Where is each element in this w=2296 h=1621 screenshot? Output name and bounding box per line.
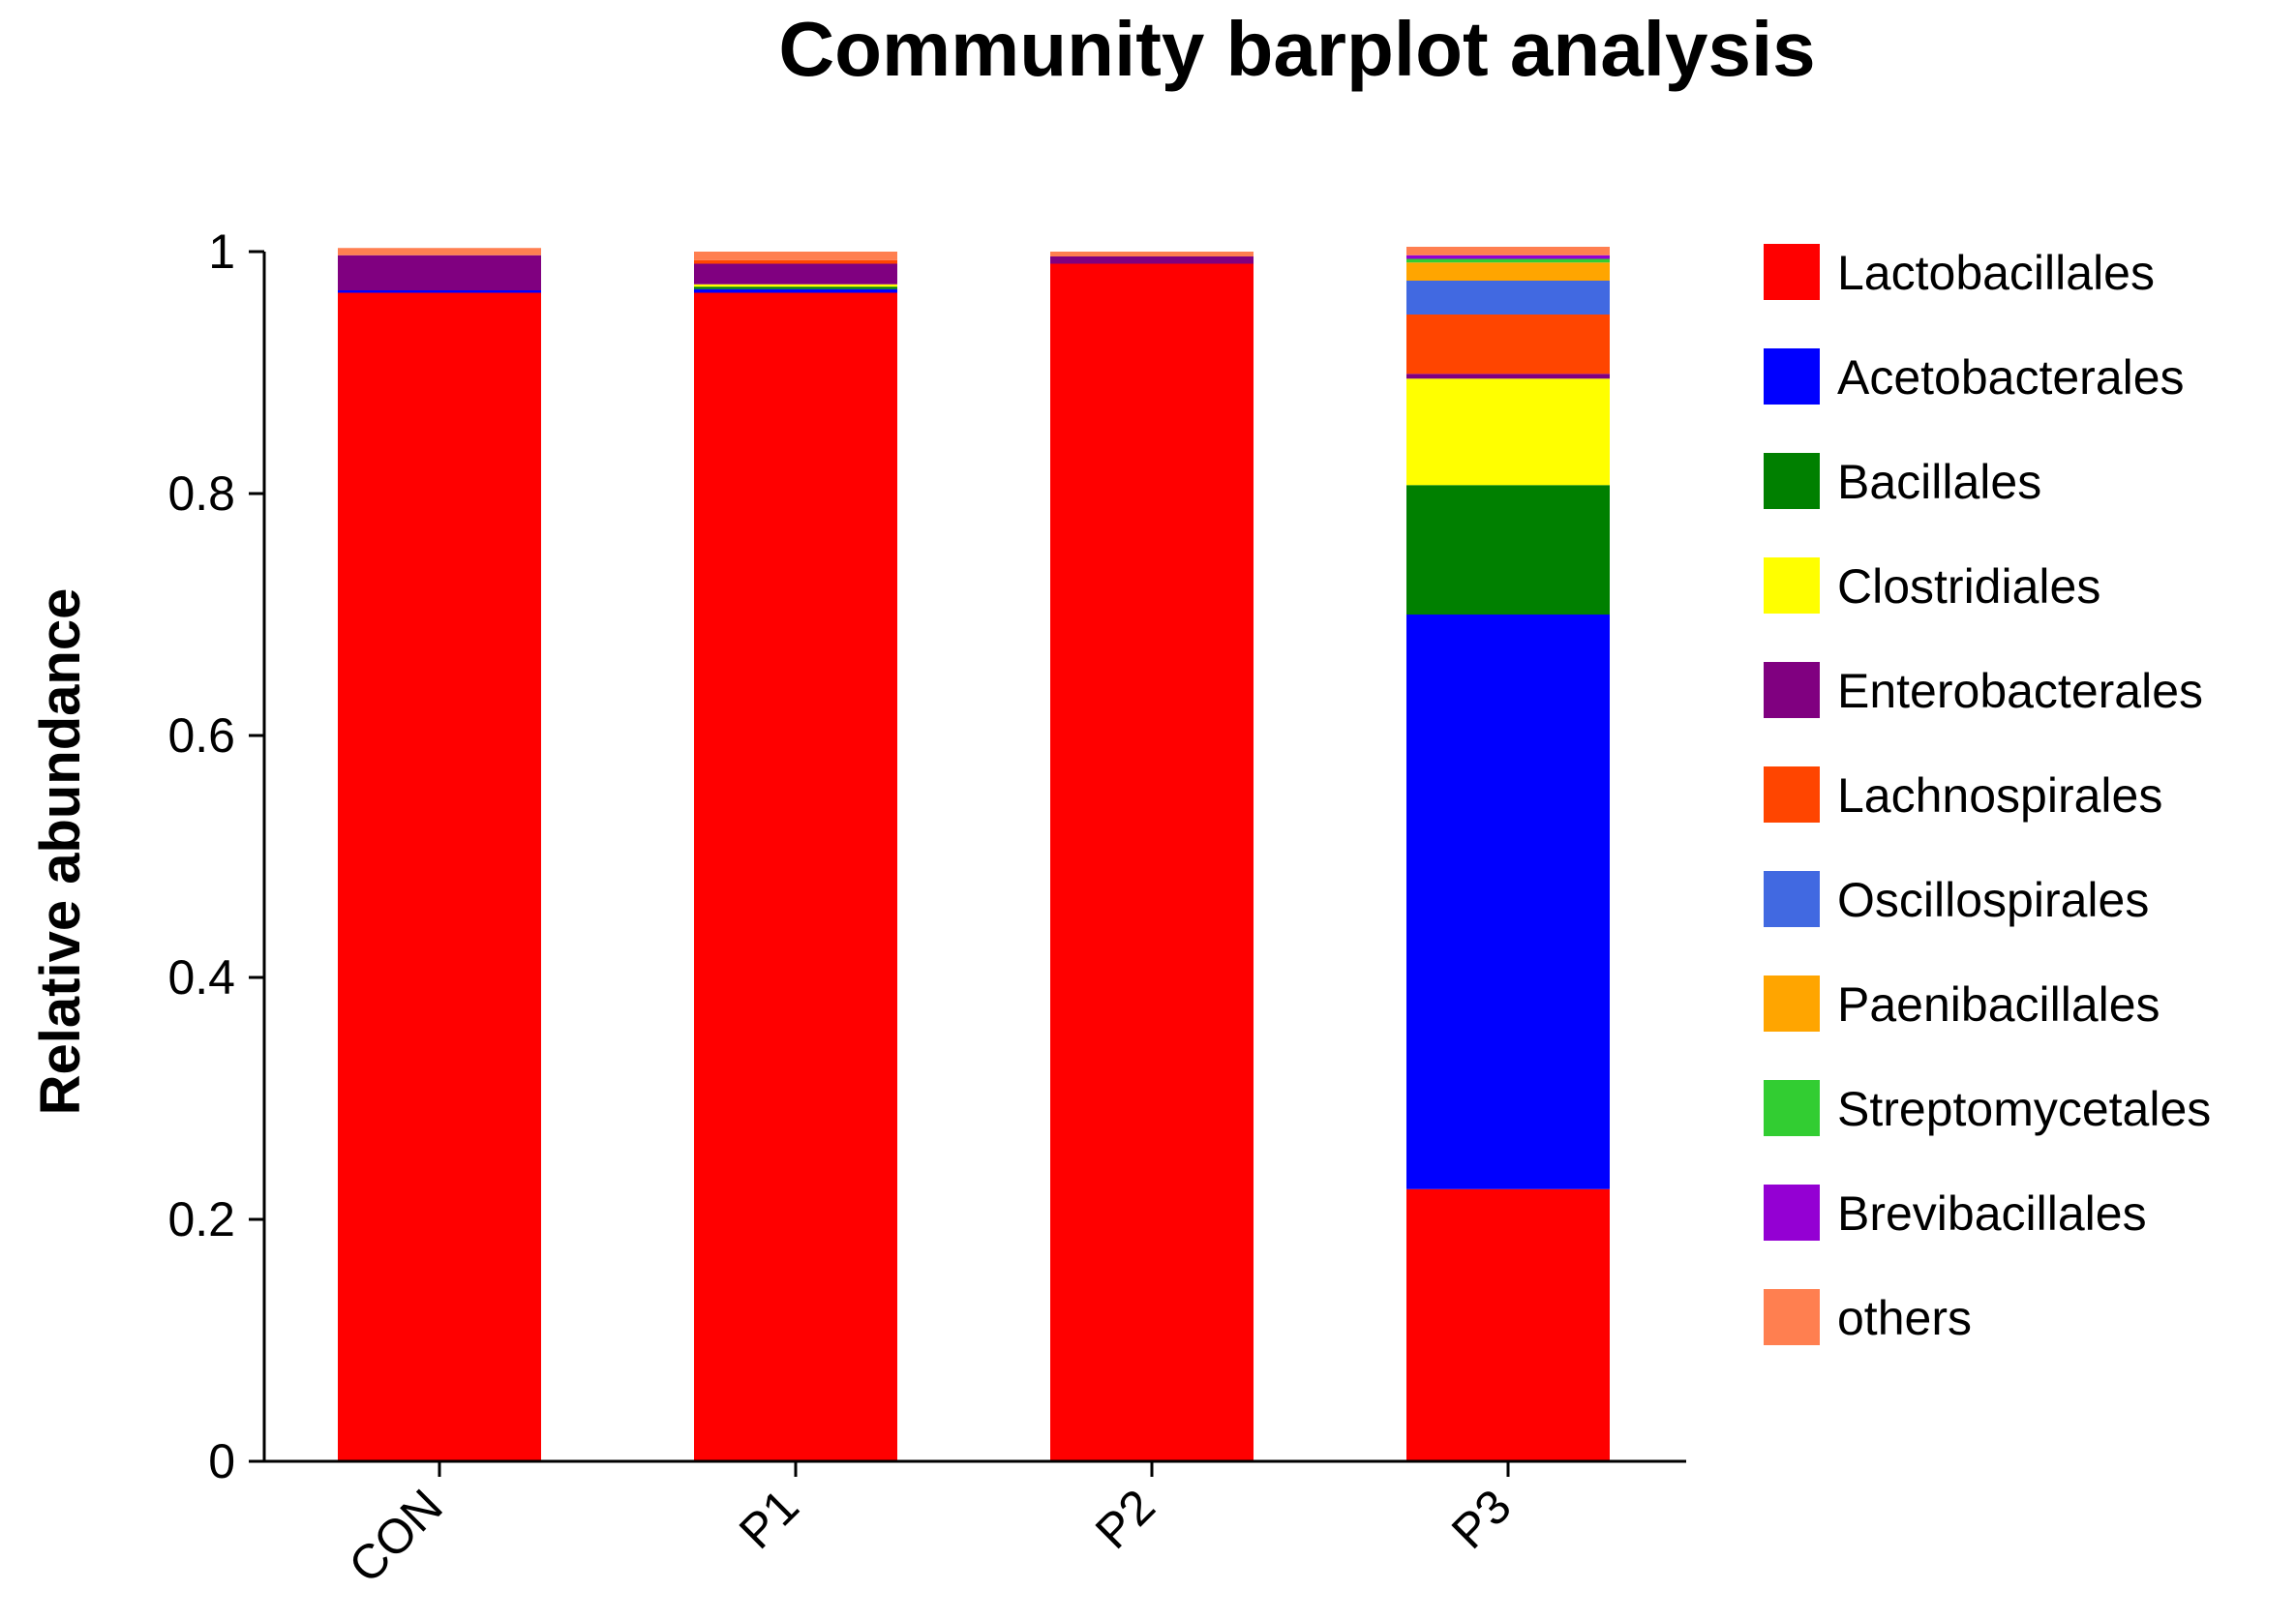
bar-segment-p3-enterobacterales — [1406, 374, 1610, 379]
bar-segment-p1-clostridiales — [694, 284, 897, 287]
y-tick-label: 0.8 — [167, 466, 235, 521]
legend-swatch-acetobacterales — [1764, 348, 1820, 405]
legend-swatch-clostridiales — [1764, 557, 1820, 614]
legend-swatch-lactobacillales — [1764, 244, 1820, 300]
plot-area: 0 0.2 0.4 0.6 0.8 1 CON P1 P2 P3 — [167, 225, 1686, 1593]
bar-segment-con-others — [338, 248, 541, 255]
legend-label-oscillospirales: Oscillospirales — [1837, 873, 2149, 927]
bar-segment-p2-others — [1050, 252, 1254, 256]
legend-swatch-paenibacillales — [1764, 976, 1820, 1032]
legend-label-paenibacillales: Paenibacillales — [1837, 977, 2160, 1032]
y-axis-label: Relative abundance — [29, 588, 92, 1116]
legend-label-brevibacillales: Brevibacillales — [1837, 1186, 2147, 1241]
y-tick-label: 0.4 — [167, 950, 235, 1005]
y-tick-label: 0 — [208, 1434, 235, 1488]
bar-segment-p2-enterobacterales — [1050, 256, 1254, 264]
bar-segment-p1-enterobacterales — [694, 263, 897, 285]
legend-swatch-others — [1764, 1289, 1820, 1345]
bar-segment-p3-bacillales — [1406, 485, 1610, 615]
y-tick-label: 0.6 — [167, 708, 235, 763]
legend-swatch-lachnospirales — [1764, 766, 1820, 823]
bar-segment-p1-lachnospirales — [694, 259, 897, 264]
bar-segment-con-enterobacterales — [338, 255, 541, 290]
x-tick-label-p1: P1 — [729, 1479, 809, 1559]
legend-swatch-brevibacillales — [1764, 1185, 1820, 1241]
bar-segment-p1-lactobacillales — [694, 292, 897, 1461]
legend-swatch-oscillospirales — [1764, 871, 1820, 927]
x-tick-label-con: CON — [339, 1479, 453, 1593]
bar-segment-p3-clostridiales — [1406, 378, 1610, 486]
bar-segment-p1-acetobacterales — [694, 288, 897, 293]
x-tick-label-p2: P2 — [1085, 1479, 1165, 1559]
legend-swatch-bacillales — [1764, 453, 1820, 509]
y-tick-label: 0.2 — [167, 1192, 235, 1246]
legend-label-enterobacterales: Enterobacterales — [1837, 664, 2203, 718]
bar-segment-p3-brevibacillales — [1406, 255, 1610, 259]
legend-swatch-enterobacterales — [1764, 662, 1820, 718]
legend-label-bacillales: Bacillales — [1837, 455, 2041, 509]
bar-segment-con-lactobacillales — [338, 292, 541, 1461]
bar-segment-p1-others — [694, 252, 897, 260]
bar-segment-p3-lachnospirales — [1406, 315, 1610, 375]
bar-segment-p1-bacillales — [694, 286, 897, 289]
x-tick-label-p3: P3 — [1441, 1479, 1522, 1559]
bar-segment-p3-others — [1406, 247, 1610, 255]
bar-segment-p3-lactobacillales — [1406, 1188, 1610, 1461]
bar-segment-p3-streptomycetales — [1406, 258, 1610, 263]
legend-label-acetobacterales: Acetobacterales — [1837, 350, 2185, 405]
legend-label-lachnospirales: Lachnospirales — [1837, 768, 2162, 823]
bar-segment-p2-lactobacillales — [1050, 263, 1254, 1461]
bar-segment-p3-paenibacillales — [1406, 262, 1610, 281]
legend-label-clostridiales: Clostridiales — [1837, 559, 2100, 614]
legend: Lactobacillales Acetobacterales Bacillales… — [1764, 244, 2211, 1345]
bar-segment-p3-acetobacterales — [1406, 615, 1610, 1189]
legend-label-streptomycetales: Streptomycetales — [1837, 1082, 2211, 1136]
y-tick-label: 1 — [208, 225, 235, 279]
bar-segment-p3-oscillospirales — [1406, 281, 1610, 315]
chart-title: Community barplot analysis — [778, 6, 1815, 92]
bar-segment-con-acetobacterales — [338, 290, 541, 293]
legend-label-lactobacillales: Lactobacillales — [1837, 246, 2155, 300]
legend-swatch-streptomycetales — [1764, 1080, 1820, 1136]
legend-label-others: others — [1837, 1291, 1972, 1345]
